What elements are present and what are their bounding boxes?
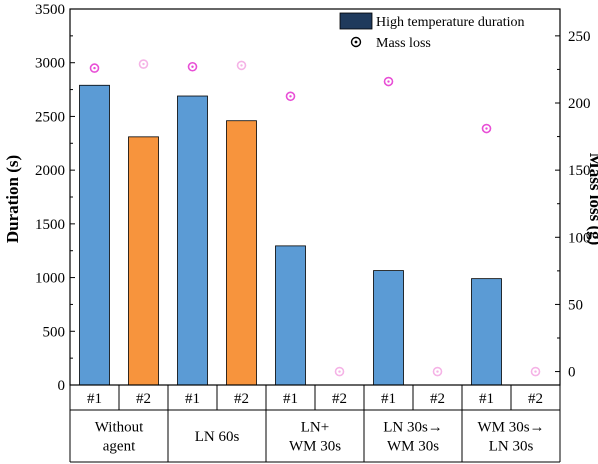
group-label: LN 60s [195, 429, 240, 445]
group-label-line: WM 30s [289, 439, 341, 455]
mass-loss-marker-0-s2 [138, 59, 149, 69]
bar-0-s2 [128, 136, 159, 386]
sub-label: #1 [185, 391, 200, 407]
y-tick-label: 3000 [35, 56, 65, 72]
group-label-line: LN 60s [195, 429, 240, 445]
y-tick-label: 1000 [35, 271, 65, 287]
group-label-line: LN 30s→ [383, 420, 443, 436]
sub-label: #2 [430, 391, 445, 407]
mass-loss-marker-4-s1 [481, 123, 492, 134]
mass-loss-dot-0-s1 [93, 66, 96, 70]
sub-label: #1 [87, 391, 102, 407]
legend-label-duration: High temperature duration [376, 15, 525, 30]
mass-loss-marker-4-s2 [530, 366, 541, 377]
mass-loss-marker-2-s1 [285, 91, 296, 102]
y2-tick-label: 200 [568, 96, 591, 112]
legend-circle-marker [350, 36, 362, 48]
group-label: WM 30s→ LN 30s [477, 420, 544, 455]
bar-2-s1 [275, 245, 306, 386]
y2-tick-label: 150 [568, 163, 591, 179]
y2-axis-title: Mass loss (g) [586, 153, 598, 246]
y-axis-title: Duration (s) [3, 155, 22, 243]
mass-loss-dot-4-s1 [485, 127, 488, 130]
group-label-line: LN 30s [489, 439, 534, 455]
mass-loss-dot-2-s2 [338, 370, 341, 373]
y-tick-label: 0 [58, 378, 66, 394]
y-tick-label: 1500 [35, 217, 65, 233]
y-tick-label: 500 [43, 324, 66, 340]
sub-label: #1 [381, 391, 396, 407]
y2-tick-label: 100 [568, 230, 591, 246]
group-label: LN 30s→ WM 30s [383, 420, 443, 455]
mass-loss-dot-0-s2 [142, 62, 145, 66]
legend-bar-swatch [339, 12, 373, 30]
group-label-line: LN+ [301, 420, 329, 436]
bar-1-s2 [226, 120, 257, 386]
sub-label: #2 [528, 391, 543, 407]
group-label-line: agent [103, 439, 136, 455]
sub-label: #2 [234, 391, 249, 407]
mass-loss-dot-1-s2 [240, 64, 243, 67]
group-label-line: WM 30s→ [477, 420, 544, 436]
group-label-line: Without [95, 420, 144, 436]
axes: 0 500 1000 1500 2000 2500 3000 3500 0 50 100 150 200… [35, 2, 591, 394]
bar-1-s1 [177, 95, 208, 386]
mass-loss-marker-2-s2 [334, 366, 345, 377]
group-label: LN+ WM 30s [289, 420, 341, 455]
y-tick-label: 2000 [35, 163, 65, 179]
mass-loss-marker-1-s1 [187, 61, 198, 72]
y-tick-label: 2500 [35, 109, 65, 125]
sub-label: #1 [479, 391, 494, 407]
bar-0-s1 [79, 84, 110, 386]
bar-4-s1 [471, 278, 502, 386]
mass-loss-dot-1-s1 [191, 65, 194, 68]
y2-tick-label: 50 [568, 297, 583, 313]
mass-loss-dot-2-s1 [289, 95, 292, 98]
sub-label: #2 [332, 391, 347, 407]
group-label-line: WM 30s [387, 439, 439, 455]
plot-area [79, 59, 541, 386]
mass-loss-marker-1-s2 [236, 60, 247, 71]
legend: High temperature duration Mass loss [339, 12, 525, 51]
bar-3-s1 [373, 270, 404, 386]
y-tick-label: 3500 [35, 2, 65, 18]
mass-loss-marker-3-s1 [383, 76, 394, 87]
legend-label-mass-loss: Mass loss [376, 36, 431, 51]
mass-loss-dot-4-s2 [534, 370, 537, 373]
mass-loss-marker-0-s1 [89, 63, 100, 73]
y2-tick-label: 0 [568, 365, 576, 381]
group-label: Without agent [95, 420, 144, 455]
mass-loss-dot-3-s1 [387, 80, 390, 83]
sub-label: #2 [136, 391, 151, 407]
legend-circle-dot [354, 40, 358, 44]
sub-label: #1 [283, 391, 298, 407]
y2-tick-label: 250 [568, 29, 591, 45]
mass-loss-marker-3-s2 [432, 366, 443, 377]
mass-loss-dot-3-s2 [436, 370, 439, 373]
